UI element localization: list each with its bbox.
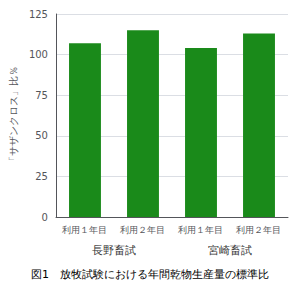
svg-text:100: 100 (29, 49, 48, 60)
svg-text:長野畜試: 長野畜試 (92, 244, 136, 257)
svg-text:図1 放牧試験における年間乾物生産量の標準比: 図1 放牧試験における年間乾物生産量の標準比 (31, 268, 269, 281)
svg-text:利用１年目: 利用１年目 (178, 225, 223, 235)
svg-text:50: 50 (35, 130, 48, 141)
svg-text:利用２年目: 利用２年目 (120, 225, 165, 235)
svg-text:利用１年目: 利用１年目 (62, 225, 107, 235)
svg-text:125: 125 (29, 9, 48, 20)
svg-text:宮崎畜試: 宮崎畜試 (208, 244, 252, 257)
svg-text:0: 0 (42, 212, 48, 223)
svg-text:25: 25 (35, 171, 48, 182)
svg-text:「サザンクロス」比％: 「サザンクロス」比％ (8, 66, 19, 166)
svg-text:75: 75 (35, 90, 48, 101)
svg-text:利用２年目: 利用２年目 (236, 225, 281, 235)
